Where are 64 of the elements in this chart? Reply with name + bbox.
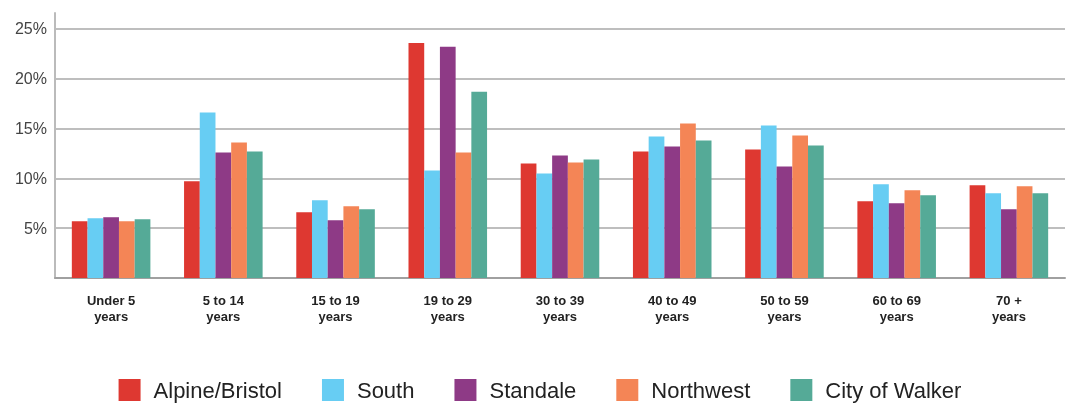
x-tick-label: 70 + years	[991, 292, 1026, 324]
x-tick-label: 40 to 49 years	[648, 292, 697, 324]
bar	[343, 206, 360, 278]
bar	[439, 46, 456, 278]
bar	[71, 221, 88, 278]
bar	[184, 181, 200, 278]
y-tick-label: 25%	[14, 20, 47, 38]
bar	[567, 162, 584, 278]
bar	[103, 217, 119, 278]
bar	[1001, 209, 1017, 278]
bar	[1016, 186, 1033, 278]
legend-label: Alpine/Bristol	[153, 377, 282, 403]
y-tick-label: 20%	[14, 70, 47, 88]
bar	[359, 209, 375, 278]
bar	[471, 91, 488, 278]
bar	[664, 146, 681, 278]
x-tick-label: 5 to 14 years	[202, 292, 245, 324]
bar	[455, 152, 472, 278]
bar	[873, 184, 889, 278]
bar	[680, 123, 696, 278]
bar	[792, 135, 809, 278]
bar	[888, 203, 905, 278]
bar	[408, 42, 425, 278]
legend-label: Standale	[489, 377, 577, 403]
bar	[520, 163, 537, 278]
x-tick-label: 19 to 29 years	[423, 292, 472, 324]
bar	[969, 185, 986, 278]
bar	[760, 125, 777, 278]
x-tick-label: Under 5 years	[86, 292, 136, 324]
bar	[118, 221, 135, 278]
bar	[296, 212, 312, 278]
legend-label: City of Walker	[825, 377, 962, 403]
y-tick-label: 5%	[23, 219, 47, 237]
x-tick-label: 15 to 19 years	[311, 292, 360, 324]
bar	[134, 219, 151, 278]
y-tick-label: 10%	[14, 169, 47, 187]
bar	[695, 140, 712, 278]
x-tick-label: 60 to 69 years	[872, 292, 921, 324]
bar	[327, 220, 344, 278]
bar	[920, 195, 936, 278]
legend-label: South	[356, 377, 415, 403]
bar	[648, 136, 665, 278]
bar	[904, 190, 921, 278]
legend-label: Northwest	[651, 377, 751, 403]
bar	[1032, 193, 1049, 278]
bar	[215, 152, 232, 278]
x-tick-label: 50 to 59 years	[760, 292, 809, 324]
bar	[536, 173, 553, 278]
bar	[231, 142, 247, 278]
bar	[246, 151, 263, 278]
bar	[199, 112, 216, 278]
bar	[424, 170, 440, 278]
bar	[985, 193, 1002, 278]
bar	[776, 166, 793, 278]
bar	[311, 200, 328, 278]
y-tick-label: 15%	[14, 120, 47, 138]
bar	[583, 159, 600, 278]
bar	[632, 151, 649, 278]
bar	[808, 145, 824, 278]
bar	[745, 149, 761, 278]
bar	[552, 155, 568, 278]
bar	[857, 201, 874, 278]
x-tick-label: 30 to 39 years	[535, 292, 585, 324]
bar	[87, 218, 104, 278]
